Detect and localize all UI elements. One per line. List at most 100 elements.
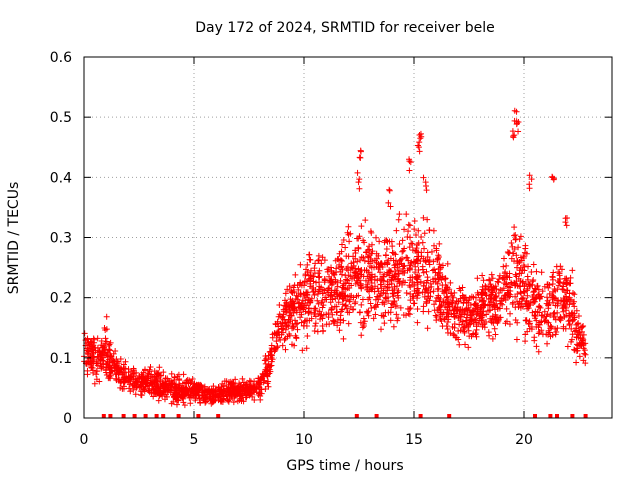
data-point bbox=[93, 368, 100, 375]
data-point bbox=[384, 259, 391, 266]
data-point bbox=[426, 227, 433, 234]
data-point bbox=[388, 277, 395, 284]
data-point bbox=[526, 325, 533, 332]
data-point bbox=[396, 278, 403, 285]
data-point bbox=[380, 289, 387, 296]
y-tick-label: 0.6 bbox=[50, 50, 72, 66]
data-point bbox=[364, 283, 371, 290]
data-point bbox=[409, 247, 416, 254]
zero-marker bbox=[101, 414, 106, 418]
data-point bbox=[322, 294, 329, 301]
data-point bbox=[303, 322, 310, 329]
data-point bbox=[138, 392, 145, 399]
data-point bbox=[419, 289, 426, 296]
data-point bbox=[436, 306, 443, 313]
data-point bbox=[141, 386, 148, 393]
data-point bbox=[392, 268, 399, 275]
data-point bbox=[479, 272, 486, 279]
data-point bbox=[387, 255, 394, 262]
data-point bbox=[331, 271, 338, 278]
data-point bbox=[141, 367, 148, 374]
data-point bbox=[317, 312, 324, 319]
data-point bbox=[512, 231, 519, 238]
data-point bbox=[410, 293, 417, 300]
data-point bbox=[486, 277, 493, 284]
data-point bbox=[361, 257, 368, 264]
data-point bbox=[413, 249, 420, 256]
data-point bbox=[530, 299, 537, 306]
x-tick-label: 5 bbox=[190, 432, 199, 448]
data-point bbox=[297, 290, 304, 297]
data-point bbox=[554, 309, 561, 316]
data-point bbox=[358, 301, 365, 308]
data-point bbox=[291, 307, 298, 314]
data-point bbox=[224, 396, 231, 403]
data-point bbox=[311, 265, 318, 272]
data-point bbox=[337, 319, 344, 326]
data-point bbox=[515, 303, 522, 310]
data-point bbox=[117, 384, 124, 391]
data-point bbox=[433, 317, 440, 324]
data-point bbox=[282, 346, 289, 353]
data-point bbox=[148, 380, 155, 387]
data-point bbox=[321, 277, 328, 284]
data-point bbox=[450, 331, 457, 338]
data-point bbox=[400, 277, 407, 284]
data-point bbox=[350, 306, 357, 313]
data-point bbox=[312, 260, 319, 267]
data-point bbox=[557, 317, 564, 324]
data-point bbox=[480, 277, 487, 284]
data-point bbox=[197, 400, 204, 407]
data-point bbox=[327, 277, 334, 284]
data-point bbox=[573, 359, 580, 366]
data-point bbox=[104, 349, 111, 356]
data-point bbox=[420, 269, 427, 276]
zero-marker bbox=[447, 414, 452, 418]
data-point bbox=[410, 300, 417, 307]
data-point bbox=[165, 378, 172, 385]
data-point bbox=[467, 309, 474, 316]
data-point bbox=[579, 340, 586, 347]
data-point bbox=[182, 385, 189, 392]
data-point bbox=[513, 108, 520, 115]
data-point bbox=[294, 296, 301, 303]
data-point bbox=[346, 298, 353, 305]
data-point bbox=[316, 283, 323, 290]
data-point bbox=[405, 310, 412, 317]
data-point bbox=[84, 371, 91, 378]
data-point bbox=[297, 291, 304, 298]
data-point bbox=[311, 311, 318, 318]
data-point bbox=[399, 237, 406, 244]
data-point bbox=[393, 311, 400, 318]
data-point bbox=[389, 290, 396, 297]
data-point bbox=[301, 278, 308, 285]
data-point bbox=[469, 331, 476, 338]
data-point bbox=[519, 279, 526, 286]
zero-marker bbox=[374, 414, 379, 418]
data-point bbox=[191, 381, 198, 388]
data-point bbox=[424, 216, 431, 223]
data-point bbox=[456, 341, 463, 348]
data-point bbox=[340, 237, 347, 244]
data-point bbox=[406, 306, 413, 313]
data-point bbox=[344, 277, 351, 284]
data-point bbox=[486, 301, 493, 308]
data-point bbox=[102, 327, 109, 334]
data-point bbox=[556, 276, 563, 283]
data-point bbox=[396, 240, 403, 247]
data-point bbox=[212, 387, 219, 394]
data-point bbox=[356, 154, 363, 161]
data-point bbox=[390, 293, 397, 300]
data-point bbox=[118, 365, 125, 372]
data-point bbox=[380, 299, 387, 306]
data-point bbox=[160, 388, 167, 395]
data-point bbox=[328, 307, 335, 314]
data-point bbox=[343, 265, 350, 272]
data-point bbox=[427, 293, 434, 300]
data-point bbox=[354, 274, 361, 281]
data-point bbox=[227, 392, 234, 399]
data-point bbox=[358, 223, 365, 230]
data-point bbox=[512, 271, 519, 278]
data-point bbox=[93, 376, 100, 383]
